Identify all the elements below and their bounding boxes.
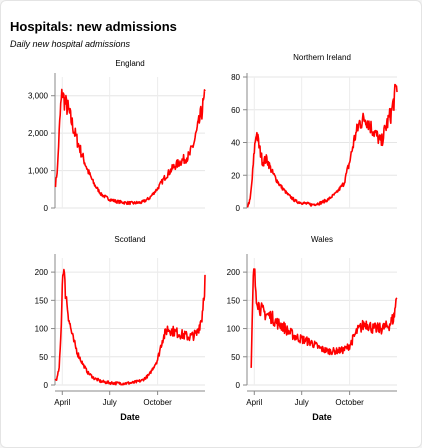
y-tick-label-wales: 100 — [227, 325, 241, 334]
y-tick-label-northern-ireland: 40 — [231, 139, 240, 148]
panel-title-wales: Wales — [311, 235, 333, 244]
x-tick-label-scotland: July — [103, 398, 117, 407]
series-line-england — [54, 88, 206, 206]
chart-subtitle: Daily new hospital admissions — [10, 39, 131, 49]
panel-title-scotland: Scotland — [114, 235, 145, 244]
x-tick-label-scotland: April — [54, 398, 70, 407]
y-tick-label-scotland: 100 — [35, 325, 49, 334]
y-tick-label-england: 0 — [44, 204, 49, 213]
x-axis-label-wales: Date — [312, 412, 332, 422]
y-tick-label-wales: 0 — [236, 381, 241, 390]
y-tick-label-northern-ireland: 0 — [236, 204, 241, 213]
y-tick-label-northern-ireland: 60 — [231, 106, 240, 115]
y-tick-label-scotland: 0 — [44, 381, 49, 390]
x-tick-label-wales: April — [246, 398, 262, 407]
x-tick-label-wales: October — [335, 398, 364, 407]
x-tick-label-wales: July — [295, 398, 309, 407]
y-tick-label-england: 1,000 — [28, 167, 49, 176]
y-tick-label-england: 3,000 — [28, 92, 49, 101]
x-axis-label-scotland: Date — [120, 412, 140, 422]
panel-title-northern-ireland: Northern Ireland — [293, 53, 351, 62]
chart-title: Hospitals: new admissions — [10, 19, 177, 34]
series-line-northern-ireland — [246, 83, 398, 208]
x-tick-label-scotland: October — [143, 398, 172, 407]
y-tick-label-northern-ireland: 80 — [231, 73, 240, 82]
y-tick-label-wales: 200 — [227, 268, 241, 277]
y-tick-label-scotland: 150 — [35, 296, 49, 305]
y-tick-label-wales: 150 — [227, 296, 241, 305]
series-line-scotland — [54, 268, 206, 386]
y-tick-label-scotland: 50 — [39, 353, 48, 362]
y-tick-label-northern-ireland: 20 — [231, 171, 240, 180]
series-line-wales — [250, 268, 398, 368]
panel-title-england: England — [115, 59, 144, 68]
y-tick-label-wales: 50 — [231, 353, 240, 362]
y-tick-label-scotland: 200 — [35, 268, 49, 277]
y-tick-label-england: 2,000 — [28, 129, 49, 138]
